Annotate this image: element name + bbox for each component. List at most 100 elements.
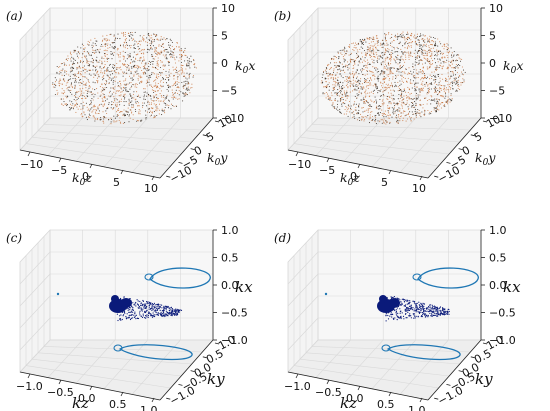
data-point xyxy=(414,82,416,84)
data-point xyxy=(133,60,135,62)
data-point xyxy=(431,304,433,306)
data-point xyxy=(91,107,93,109)
data-point xyxy=(157,62,159,64)
data-point xyxy=(123,104,125,106)
data-point xyxy=(123,46,125,48)
data-point xyxy=(405,56,407,58)
data-point xyxy=(462,74,464,76)
data-point xyxy=(72,61,74,63)
data-point xyxy=(61,92,63,94)
data-point xyxy=(404,37,406,39)
data-point xyxy=(93,96,95,98)
data-point xyxy=(106,40,108,42)
data-point xyxy=(436,106,438,108)
data-point xyxy=(441,56,443,58)
data-point xyxy=(407,51,409,53)
front-tick-label: 10 xyxy=(144,182,158,195)
data-point xyxy=(385,40,387,42)
data-point xyxy=(168,69,170,71)
data-point xyxy=(133,65,136,67)
data-point xyxy=(416,57,418,59)
data-point xyxy=(176,312,178,314)
data-point xyxy=(431,51,433,53)
data-point xyxy=(132,118,134,121)
data-point xyxy=(118,90,120,92)
data-point xyxy=(340,96,343,98)
data-point xyxy=(354,44,356,47)
data-point xyxy=(403,299,405,301)
vertical-tick-label: −1.0 xyxy=(221,334,248,347)
data-point xyxy=(385,320,387,322)
data-point xyxy=(439,312,441,314)
data-point xyxy=(342,66,344,68)
data-point xyxy=(444,93,447,95)
data-point xyxy=(166,104,168,106)
data-point xyxy=(97,82,99,84)
data-point xyxy=(103,104,105,106)
data-point xyxy=(106,39,109,42)
data-point xyxy=(434,307,436,309)
data-point xyxy=(421,38,423,40)
data-point xyxy=(88,60,90,63)
grid-line xyxy=(315,339,351,378)
data-point xyxy=(324,93,326,95)
data-point xyxy=(394,112,396,114)
grid-line xyxy=(31,358,182,377)
data-point xyxy=(392,94,394,96)
data-point xyxy=(420,89,422,91)
data-point xyxy=(339,73,341,75)
data-point xyxy=(380,81,382,83)
data-point xyxy=(439,86,441,88)
data-point xyxy=(180,57,182,59)
data-point xyxy=(419,114,421,116)
data-point xyxy=(137,102,139,104)
data-point xyxy=(435,44,437,46)
data-point xyxy=(437,45,439,47)
data-point xyxy=(150,102,152,104)
data-point xyxy=(124,114,127,116)
data-point xyxy=(345,113,347,115)
data-point xyxy=(431,62,433,65)
data-point xyxy=(447,66,449,68)
data-point xyxy=(157,65,159,67)
data-point xyxy=(88,73,90,75)
data-point xyxy=(76,106,78,108)
data-point xyxy=(135,314,137,316)
data-point xyxy=(457,79,459,81)
data-point xyxy=(154,49,156,51)
data-point xyxy=(180,91,182,93)
data-point xyxy=(119,80,121,82)
data-point xyxy=(152,86,154,88)
data-point xyxy=(152,58,154,60)
data-point xyxy=(397,116,399,118)
data-point xyxy=(406,96,408,99)
data-point xyxy=(353,49,355,51)
data-point xyxy=(147,316,149,318)
data-point xyxy=(340,90,342,92)
data-point xyxy=(342,99,344,101)
data-point xyxy=(125,83,127,85)
data-point xyxy=(188,58,190,60)
data-point xyxy=(391,49,393,51)
data-point xyxy=(168,71,170,73)
data-point xyxy=(433,312,435,314)
data-point xyxy=(399,60,401,62)
data-point xyxy=(64,80,66,82)
data-point xyxy=(398,107,400,109)
data-point xyxy=(367,77,369,79)
data-point xyxy=(406,317,408,319)
data-point xyxy=(402,45,404,47)
data-point xyxy=(342,84,344,86)
data-point xyxy=(400,36,402,38)
data-point xyxy=(372,50,374,52)
data-point xyxy=(141,119,143,121)
data-point xyxy=(103,53,106,55)
data-point xyxy=(419,33,422,35)
data-point xyxy=(147,301,149,303)
data-point xyxy=(128,75,131,77)
data-point xyxy=(60,79,62,81)
data-point xyxy=(383,113,385,115)
data-point xyxy=(424,35,427,37)
data-point xyxy=(116,99,118,101)
data-point xyxy=(146,81,148,83)
